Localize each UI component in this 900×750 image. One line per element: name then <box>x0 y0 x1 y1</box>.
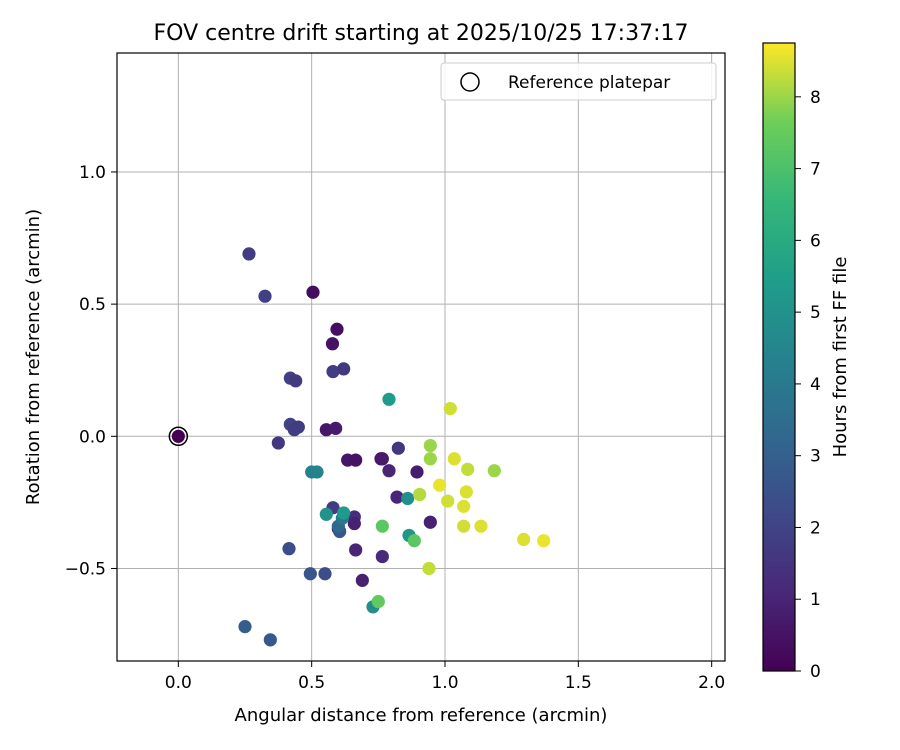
colorbar-tick-label: 2 <box>810 518 821 538</box>
reference-platepar-marker <box>168 426 189 447</box>
data-point <box>319 507 333 521</box>
x-tick-label: 1.5 <box>565 673 592 693</box>
data-point <box>375 549 389 564</box>
data-point <box>326 364 340 379</box>
data-point <box>171 429 185 443</box>
colorbar-tick-label: 6 <box>810 231 821 251</box>
data-point <box>289 374 303 388</box>
x-tick-label: 1.0 <box>431 673 458 693</box>
data-point <box>355 573 369 587</box>
colorbar-tick-label: 8 <box>810 88 821 108</box>
data-point <box>263 633 277 647</box>
colorbar-frame <box>762 42 796 672</box>
data-point <box>282 542 296 556</box>
data-point <box>329 421 343 435</box>
data-point <box>375 519 389 533</box>
legend-marker <box>460 72 480 92</box>
data-point <box>382 464 396 478</box>
colorbar-gradient <box>763 43 795 671</box>
x-tick-label: 0.0 <box>165 673 192 693</box>
x-axis-label: Angular distance from reference (arcmin) <box>235 705 608 726</box>
data-point <box>443 401 457 416</box>
legend-box <box>440 62 717 101</box>
data-point <box>474 519 488 533</box>
data-point <box>291 420 305 434</box>
data-point <box>407 534 421 548</box>
data-points <box>171 247 551 647</box>
y-axis-ticks: −0.5 0.0 0.5 1.0 <box>65 163 117 579</box>
chart-title: FOV centre drift starting at 2025/10/25 … <box>154 21 689 46</box>
colorbar-tick-label: 1 <box>810 590 821 610</box>
data-point <box>423 438 437 453</box>
data-point <box>487 464 501 478</box>
plot-frame <box>116 52 726 662</box>
data-point <box>325 337 340 351</box>
data-point <box>461 462 475 476</box>
data-point <box>306 285 320 299</box>
data-point <box>330 322 344 336</box>
legend: Reference platepar <box>440 62 717 101</box>
data-point <box>447 452 461 466</box>
data-point <box>337 506 351 520</box>
data-point <box>410 465 424 479</box>
data-point <box>537 534 551 548</box>
x-tick-label: 0.5 <box>298 673 325 693</box>
data-point <box>422 561 436 576</box>
data-point <box>271 436 285 450</box>
y-tick-label: 1.0 <box>79 163 106 183</box>
data-point <box>318 567 332 581</box>
data-point <box>433 478 447 492</box>
colorbar-tick-label: 3 <box>810 447 821 467</box>
data-point <box>457 519 471 533</box>
colorbar-tick-label: 4 <box>810 375 821 395</box>
data-point <box>391 441 405 455</box>
plot-area <box>117 53 725 661</box>
y-tick-label: 0.0 <box>79 427 106 447</box>
data-point <box>238 620 252 634</box>
data-point <box>375 452 389 466</box>
data-point <box>401 491 415 506</box>
x-tick-label: 2.0 <box>698 673 725 693</box>
grid-lines <box>117 53 725 661</box>
data-point <box>423 515 437 529</box>
colorbar-tick-label: 5 <box>810 303 821 323</box>
data-point <box>382 392 396 406</box>
colorbar-ticks: 0 1 2 3 4 5 6 7 8 <box>795 88 821 682</box>
x-axis-ticks: 0.0 0.5 1.0 1.5 2.0 <box>165 661 725 693</box>
data-point <box>423 452 437 466</box>
data-point <box>337 362 351 376</box>
data-point <box>349 543 363 557</box>
data-point <box>457 499 471 513</box>
data-point <box>390 490 404 504</box>
data-point <box>517 532 531 547</box>
colorbar-tick-label: 0 <box>810 662 821 682</box>
legend-label: Reference platepar <box>508 73 670 93</box>
data-point <box>347 516 361 531</box>
y-tick-label: 0.5 <box>79 295 106 315</box>
colorbar-tick-label: 7 <box>810 160 821 180</box>
data-point <box>303 567 317 581</box>
data-point <box>242 247 256 261</box>
data-point <box>371 594 385 609</box>
y-tick-label: −0.5 <box>65 559 106 579</box>
data-point <box>413 487 427 502</box>
data-point <box>441 494 455 508</box>
data-point <box>349 453 363 467</box>
colorbar-label: Hours from first FF file <box>830 257 851 458</box>
y-axis-label: Rotation from reference (arcmin) <box>23 209 44 505</box>
data-point <box>310 465 324 479</box>
data-point <box>258 289 272 303</box>
data-point <box>459 485 473 499</box>
